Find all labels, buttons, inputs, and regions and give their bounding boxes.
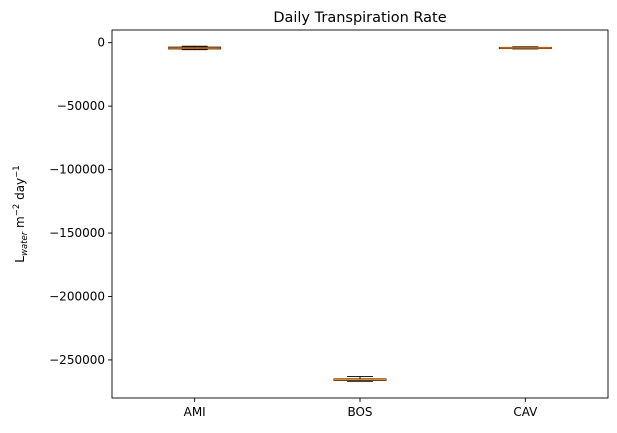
- x-tick-label: AMI: [184, 405, 206, 419]
- plot-frame: [111, 29, 609, 399]
- y-tick-label: −150000: [49, 226, 105, 240]
- y-label-exp-b: −1: [12, 165, 22, 178]
- y-tick-label: −100000: [49, 163, 105, 177]
- box-series: [168, 45, 552, 382]
- y-label-unit-a: m: [13, 216, 27, 232]
- y-label-subscript: water: [20, 231, 30, 256]
- y-axis-label: Lwater m−2 day−1: [12, 165, 30, 262]
- y-tick-label: −200000: [49, 289, 105, 303]
- y-label-base: L: [13, 256, 27, 263]
- y-tick-label: 0: [97, 36, 105, 50]
- plot-area: [112, 30, 608, 398]
- box-bos: [333, 375, 387, 382]
- y-tick-label: −50000: [57, 99, 105, 113]
- x-axis: AMI BOS CAV: [184, 398, 538, 419]
- y-axis: 0 −50000 −100000 −150000 −200000 −250000: [49, 36, 112, 367]
- y-tick-label: −250000: [49, 353, 105, 367]
- box-cav: [498, 46, 552, 50]
- y-label-unit-b: day: [13, 178, 27, 204]
- x-tick-label: BOS: [347, 405, 372, 419]
- box-ami: [168, 45, 222, 51]
- x-tick-label: CAV: [513, 405, 538, 419]
- y-label-exp-a: −2: [12, 204, 22, 217]
- chart-title: Daily Transpiration Rate: [273, 10, 446, 26]
